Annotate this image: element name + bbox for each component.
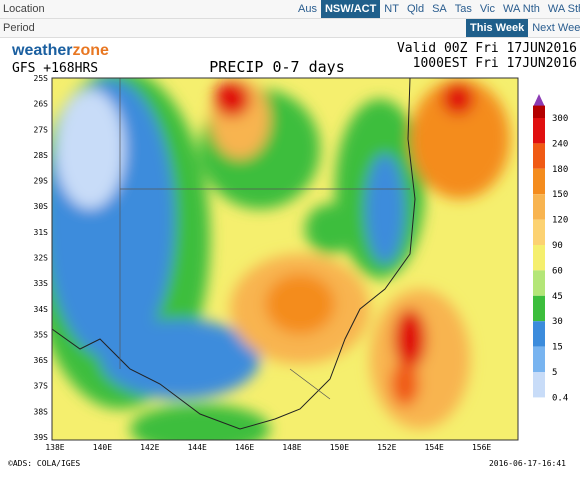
colorbar-label: 0.4 bbox=[552, 393, 568, 403]
colorbar-label: 90 bbox=[552, 241, 563, 251]
tab[interactable]: SA bbox=[432, 3, 447, 15]
colorbar-label: 300 bbox=[552, 114, 568, 124]
map-title: PRECIP 0-7 days bbox=[209, 58, 344, 76]
colorbar-label: 30 bbox=[552, 317, 563, 327]
colorbar-label: 240 bbox=[552, 139, 568, 149]
colorbar-label: 45 bbox=[552, 292, 563, 302]
issued-time: 1000EST Fri 17JUN2016 bbox=[413, 56, 577, 71]
valid-time: Valid 00Z Fri 17JUN2016 bbox=[397, 41, 577, 56]
lon-label: 146E bbox=[235, 443, 254, 452]
lat-label: 38S bbox=[34, 407, 49, 416]
precip-field bbox=[52, 78, 518, 440]
colorbar-arrow bbox=[533, 94, 545, 107]
lat-label: 39S bbox=[34, 433, 49, 442]
period-label: Period bbox=[3, 22, 35, 34]
tab[interactable]: WA Sth bbox=[547, 3, 580, 15]
lon-label: 138E bbox=[45, 443, 64, 452]
model: GFS +168HRS bbox=[12, 61, 98, 76]
colorbar-band bbox=[533, 346, 545, 372]
tab[interactable]: NT bbox=[384, 3, 399, 15]
lon-label: 142E bbox=[140, 443, 159, 452]
tab[interactable]: Aus bbox=[298, 3, 317, 15]
lon-label: 150E bbox=[330, 443, 349, 452]
colorbar-band bbox=[533, 270, 545, 296]
lat-label: 32S bbox=[34, 253, 49, 262]
colorbar-label: 150 bbox=[552, 190, 568, 200]
logo-b: zone bbox=[72, 42, 109, 59]
credit: ©ADS: COLA/IGES bbox=[8, 459, 80, 468]
tab[interactable]: This Week bbox=[466, 19, 529, 37]
lat-label: 36S bbox=[34, 356, 49, 365]
lat-label: 30S bbox=[34, 202, 49, 211]
colorbar-band bbox=[533, 194, 545, 220]
lat-label: 35S bbox=[34, 330, 49, 339]
location-bar: Location Aus NSW/ACT NT Qld SA Tas Vic WA Nth WA… bbox=[0, 0, 580, 19]
colorbar-band bbox=[533, 245, 545, 271]
plot-frame bbox=[51, 77, 519, 441]
tab[interactable]: Vic bbox=[479, 3, 495, 15]
lon-label: 154E bbox=[425, 443, 444, 452]
colorbar-band bbox=[533, 143, 545, 169]
colorbar-band bbox=[533, 118, 545, 144]
lat-label: 33S bbox=[34, 279, 49, 288]
lat-label: 27S bbox=[34, 125, 49, 134]
colorbar-label: 60 bbox=[552, 266, 563, 276]
lat-label: 26S bbox=[34, 100, 49, 109]
lon-label: 152E bbox=[377, 443, 396, 452]
tab[interactable]: WA Nth bbox=[503, 3, 540, 15]
lon-label: 156E bbox=[472, 443, 491, 452]
colorbar-label: 180 bbox=[552, 165, 568, 175]
colorbar-band bbox=[533, 168, 545, 195]
lat-label: 37S bbox=[34, 382, 49, 391]
tab[interactable]: Next Week bbox=[532, 22, 580, 34]
map-panel: weatherzone GFS +168HRS PRECIP 0-7 days … bbox=[8, 41, 577, 468]
colorbar-band bbox=[533, 321, 545, 347]
colorbar-band bbox=[533, 295, 545, 322]
timestamp: 2016-06-17-16:41 bbox=[489, 459, 566, 468]
colorbar-band bbox=[533, 105, 545, 118]
lat-label: 28S bbox=[34, 151, 49, 160]
lat-label: 29S bbox=[34, 177, 49, 186]
logo: weatherzone bbox=[11, 42, 109, 59]
logo-a: weather bbox=[11, 42, 72, 59]
lat-label: 31S bbox=[34, 228, 49, 237]
colorbar-label: 120 bbox=[552, 216, 568, 226]
lat-label: 25S bbox=[34, 74, 49, 83]
tab[interactable]: Tas bbox=[454, 3, 472, 15]
colorbar-label: 5 bbox=[552, 368, 557, 378]
colorbar-band bbox=[533, 372, 545, 398]
lon-label: 148E bbox=[282, 443, 301, 452]
colorbar-label: 15 bbox=[552, 343, 563, 353]
lon-label: 144E bbox=[188, 443, 207, 452]
tab[interactable]: NSW/ACT bbox=[320, 0, 381, 18]
tab[interactable]: Qld bbox=[406, 3, 425, 15]
lat-label: 34S bbox=[34, 305, 49, 314]
location-label: Location bbox=[3, 3, 45, 15]
colorbar-band bbox=[533, 219, 545, 245]
lon-label: 140E bbox=[93, 443, 112, 452]
